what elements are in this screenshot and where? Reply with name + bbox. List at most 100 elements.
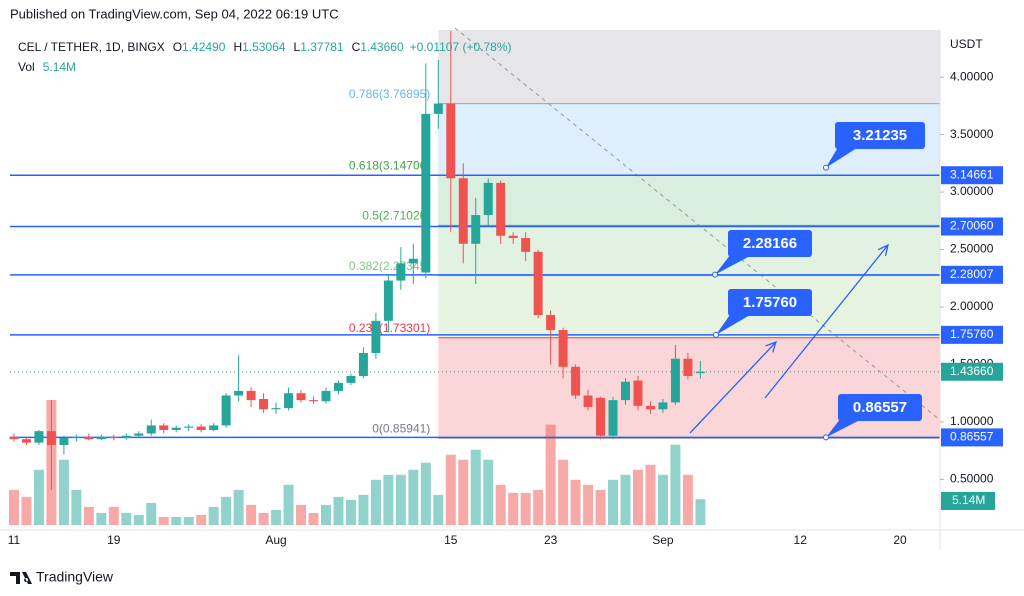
ohlc-key: L	[294, 40, 301, 54]
volume-title: Vol	[18, 60, 35, 74]
fib-zone	[438, 275, 940, 338]
last-price-label: 1.43660	[950, 364, 994, 378]
candle-body	[284, 393, 294, 409]
candle-body	[96, 436, 106, 440]
volume-bar	[470, 449, 481, 525]
level-axis-label: 0.86557	[950, 430, 994, 444]
x-tick-label: 12	[794, 533, 808, 547]
volume-bar	[495, 484, 506, 525]
candle-body	[508, 235, 518, 239]
price-axis-bg	[940, 30, 1024, 550]
x-tick-label: 15	[444, 533, 458, 547]
candle-body	[221, 395, 231, 426]
published: Published on TradingView.com, Sep 04, 20…	[10, 6, 339, 21]
candle-body	[583, 395, 593, 408]
candle-body	[21, 439, 31, 443]
level-axis-tag	[941, 166, 1003, 185]
fib-zone	[438, 337, 940, 439]
callout-label: 3.21235	[853, 127, 907, 144]
arrow-head	[765, 340, 778, 353]
callout-label: 0.86557	[853, 399, 907, 416]
volume-bar	[583, 484, 594, 525]
candle-body	[621, 381, 630, 401]
volume-bar	[358, 494, 369, 525]
candle-body	[146, 425, 156, 434]
fib-level-label: 0.382(2.27345)	[349, 259, 430, 273]
callout-anchor	[823, 434, 829, 441]
candle-body	[496, 182, 506, 236]
candle-body	[358, 352, 368, 376]
volume-bar	[158, 516, 169, 525]
candle-body	[683, 358, 693, 376]
candle-body	[159, 425, 169, 430]
volume-bar	[408, 469, 419, 525]
volume-bar	[133, 514, 144, 525]
candle-body	[184, 426, 194, 428]
candle-body	[234, 390, 244, 396]
candle-body	[134, 433, 144, 436]
callout-box	[728, 289, 812, 316]
footer-brand: TradingView	[36, 569, 114, 585]
volume-bar	[533, 489, 544, 525]
fib-level-label: 0.5(2.71026)	[362, 209, 430, 223]
volume-bar	[71, 489, 82, 525]
candle-body	[471, 215, 481, 244]
candle-body	[259, 398, 269, 410]
level-axis-label: 2.28007	[950, 267, 994, 281]
candle-body	[645, 405, 655, 410]
fib-zone	[438, 175, 940, 226]
volume-bar	[96, 512, 107, 525]
volume-bar	[520, 492, 531, 525]
level-axis-tag	[941, 265, 1003, 284]
x-tick-label: 11	[8, 533, 21, 547]
candle-body	[658, 402, 668, 410]
callout-anchor	[823, 164, 829, 171]
symbol: CEL / TETHER, 1D, BINGX	[18, 40, 165, 54]
level-axis-tag	[941, 428, 1003, 447]
candle-body	[321, 390, 331, 402]
candle-body	[533, 251, 543, 316]
volume-bar	[221, 496, 232, 525]
x-tick-label: 19	[107, 533, 121, 547]
volume-bar	[196, 514, 207, 525]
fib-level-label: 0(0.85941)	[372, 421, 430, 435]
candle-body	[246, 390, 256, 401]
callout-box	[838, 394, 922, 421]
level-axis-tag	[941, 217, 1003, 236]
candle-body	[121, 435, 131, 439]
volume-tag	[941, 492, 995, 510]
candle-body	[396, 263, 406, 281]
volume-bar	[183, 516, 194, 525]
volume-bar	[483, 459, 494, 525]
candle-body	[333, 382, 343, 391]
candle-body	[309, 400, 318, 402]
candle-body	[109, 436, 119, 439]
fib-level-label: 0.236(1.73301)	[349, 321, 430, 335]
y-tick-label: 3.00000	[950, 184, 994, 198]
volume-bar	[333, 496, 344, 525]
volume-bar	[233, 489, 244, 525]
volume-value: 5.14M	[43, 60, 76, 74]
volume-bar	[695, 499, 706, 525]
ohlc-value: 1.43660	[360, 40, 404, 54]
candle-body	[59, 438, 69, 445]
candle-body	[383, 280, 393, 321]
volume-bar	[670, 444, 681, 525]
arrow-line	[689, 341, 777, 434]
candle-body	[171, 427, 181, 430]
x-tick-label: 23	[544, 533, 558, 547]
volume-bar	[8, 489, 19, 525]
currency-label: USDT	[950, 37, 983, 51]
candle-body	[46, 431, 56, 445]
level-axis-label: 1.75760	[950, 327, 994, 341]
volume-bar	[433, 494, 444, 525]
candle-body	[296, 393, 306, 401]
last-price-tag	[941, 362, 1003, 381]
callout-anchor	[713, 331, 719, 338]
candle-body	[446, 103, 456, 179]
ohlc-value: 1.53064	[242, 40, 286, 54]
x-tick-label: Sep	[652, 533, 674, 547]
volume-bar	[570, 479, 581, 525]
volume-bar	[545, 424, 556, 525]
candle-body	[558, 330, 568, 367]
